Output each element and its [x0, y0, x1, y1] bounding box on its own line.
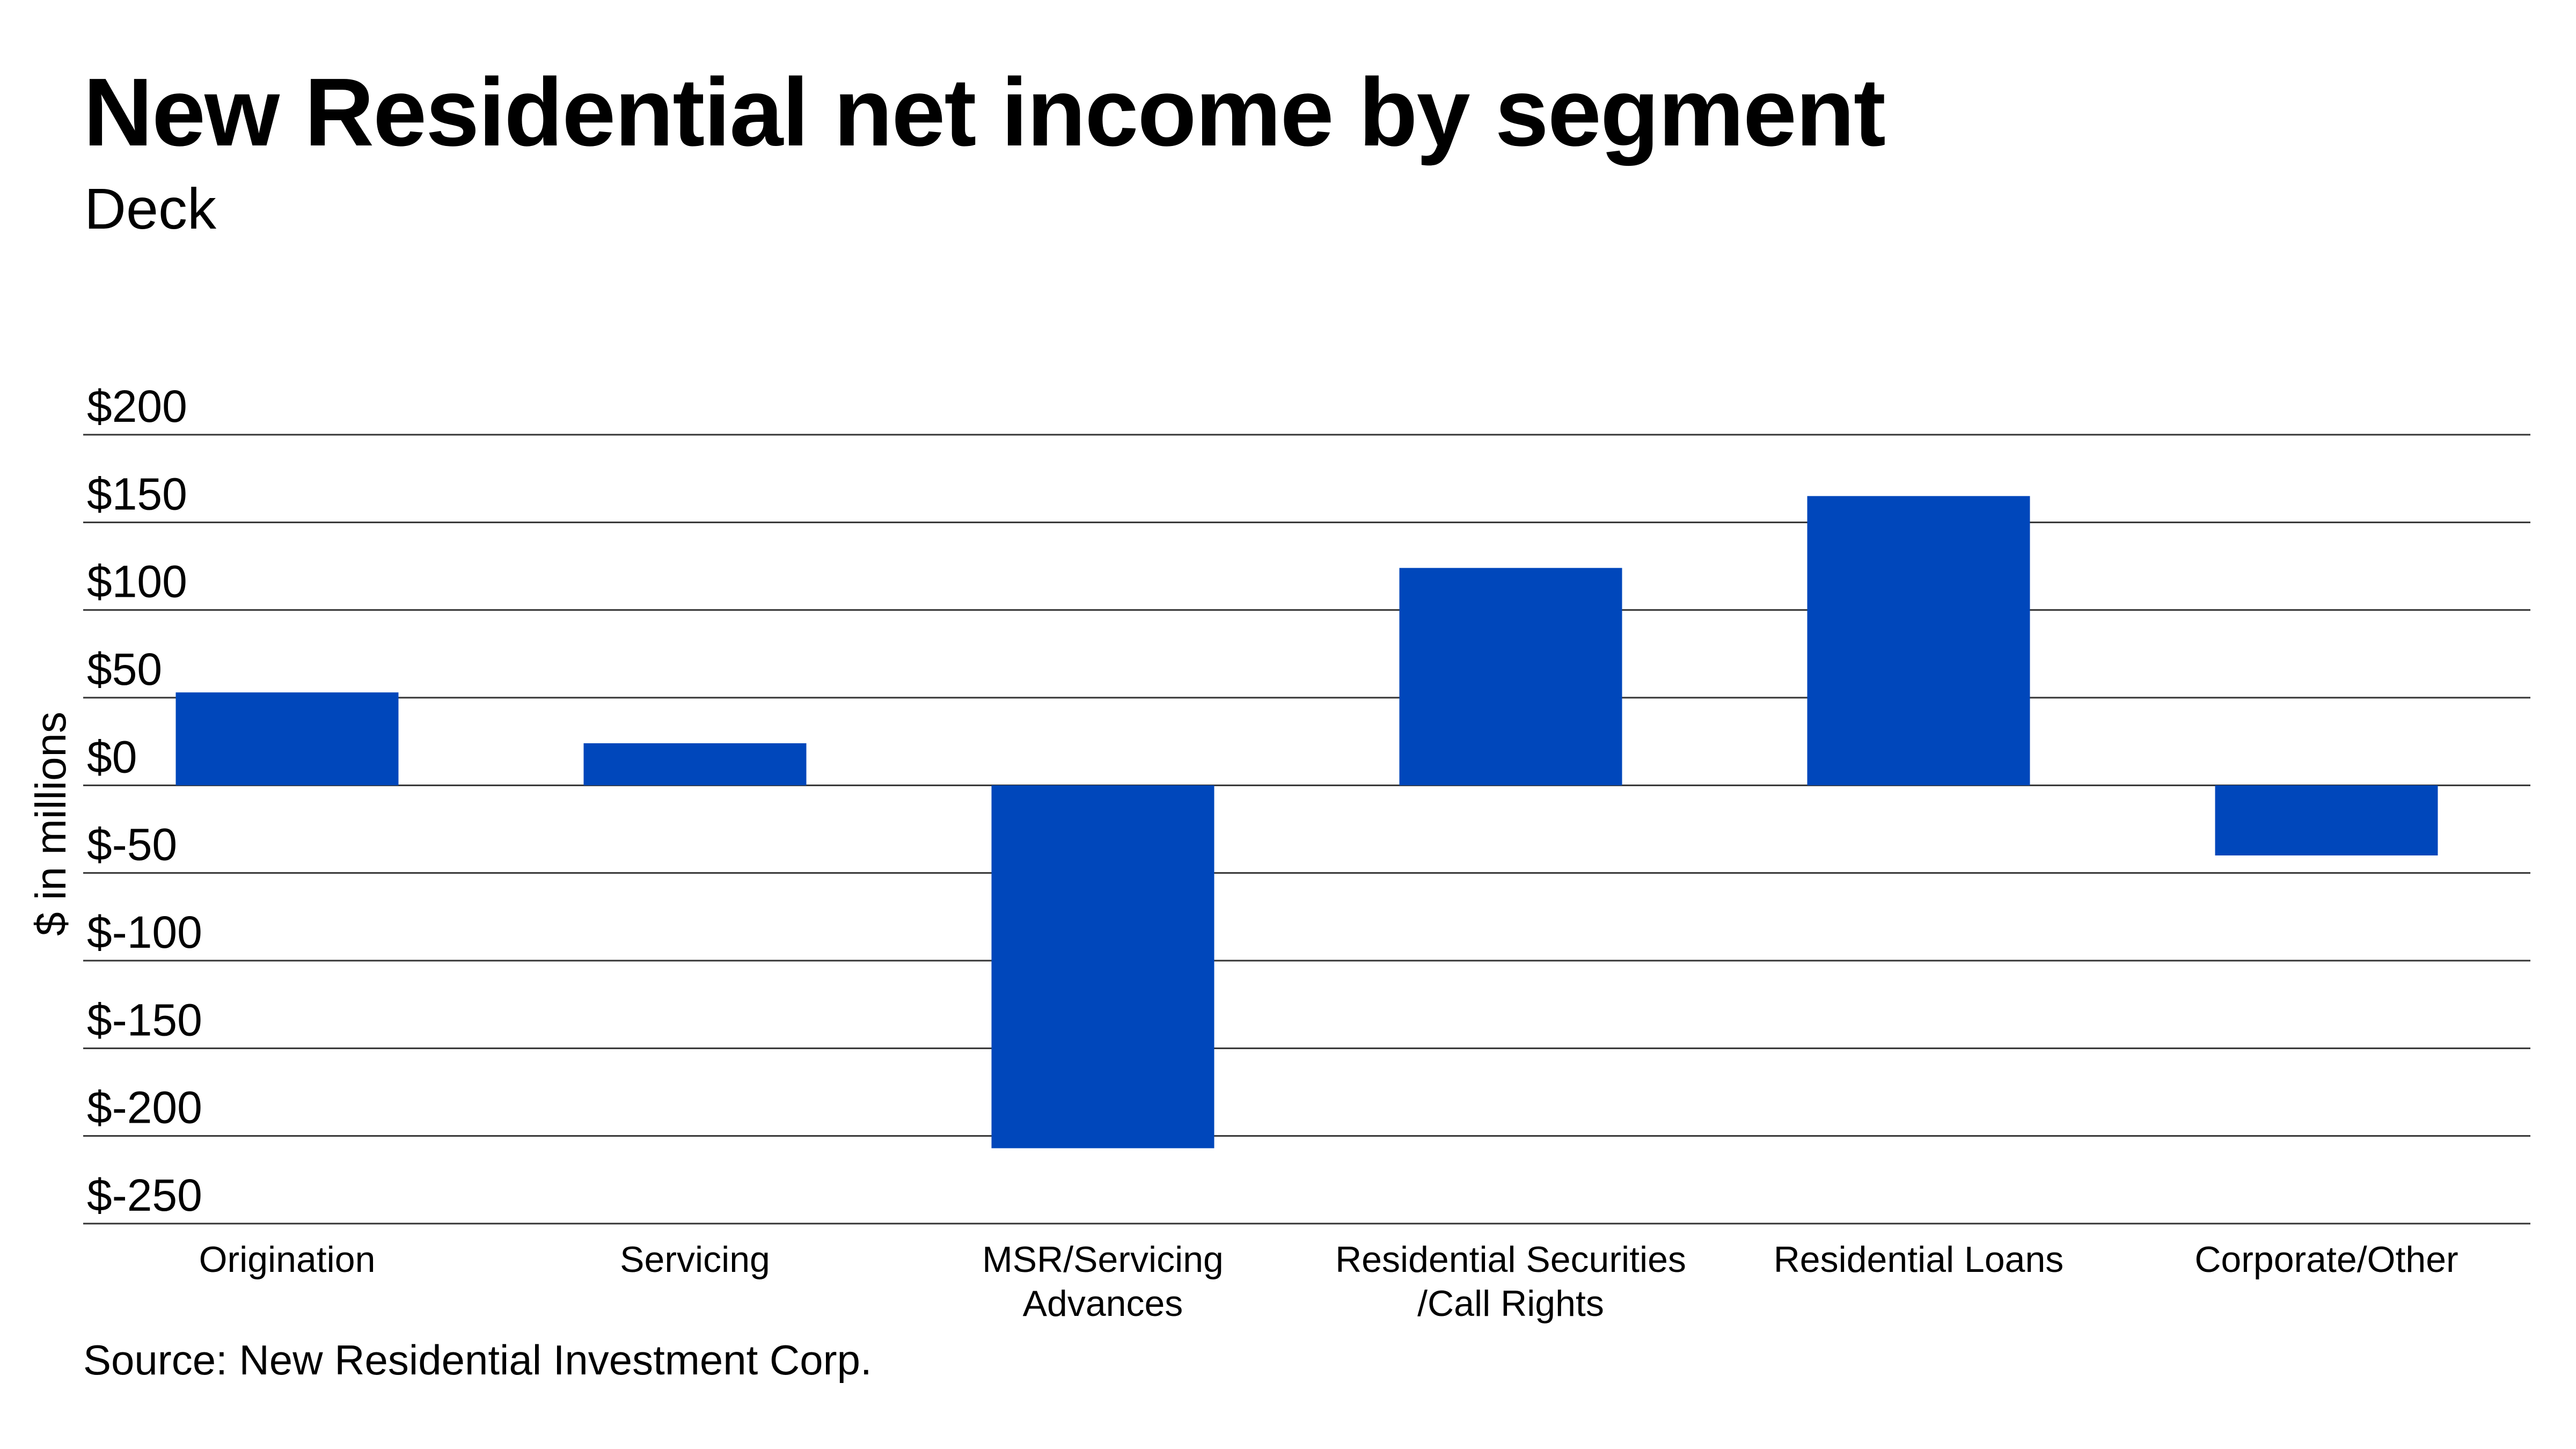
bar	[1399, 568, 1622, 786]
y-tick-label: $-250	[87, 1170, 202, 1220]
x-category-label: Corporate/Other	[2194, 1239, 2458, 1280]
bar	[991, 785, 1214, 1148]
x-category-label: Servicing	[620, 1239, 770, 1280]
x-category-label: Residential Loans	[1774, 1239, 2064, 1280]
y-tick-labels: $200 $150 $100 $50 $0 $-50 $-100 $-150 $-200 $-25…	[87, 381, 202, 1220]
y-tick-label: $150	[87, 469, 187, 519]
chart-title: New Residential net income by segment	[83, 58, 1886, 166]
chart-subtitle: Deck	[84, 176, 217, 241]
y-tick-label: $100	[87, 557, 187, 607]
x-category-label: Residential Securities/Call Rights	[1335, 1239, 1686, 1324]
gridlines	[83, 434, 2530, 1225]
y-tick-label: $-200	[87, 1082, 202, 1133]
x-category-label: Origination	[199, 1239, 376, 1280]
y-tick-label: $0	[87, 731, 137, 782]
bar	[2215, 785, 2438, 855]
y-tick-label: $-150	[87, 994, 202, 1045]
y-tick-label: $-100	[87, 907, 202, 957]
bar	[175, 692, 399, 786]
x-category-label: MSR/Servicing Advances	[982, 1239, 1224, 1324]
y-tick-label: $50	[87, 644, 162, 694]
y-tick-label: $200	[87, 381, 187, 431]
source-note: Source: New Residential Investment Corp.	[83, 1336, 872, 1384]
bar	[583, 743, 807, 786]
x-category-labels: Origination Servicing MSR/Servicing Advance…	[199, 1239, 2458, 1324]
y-tick-label: $-50	[87, 819, 177, 870]
bar	[1807, 496, 2030, 786]
bars	[175, 496, 2438, 1148]
